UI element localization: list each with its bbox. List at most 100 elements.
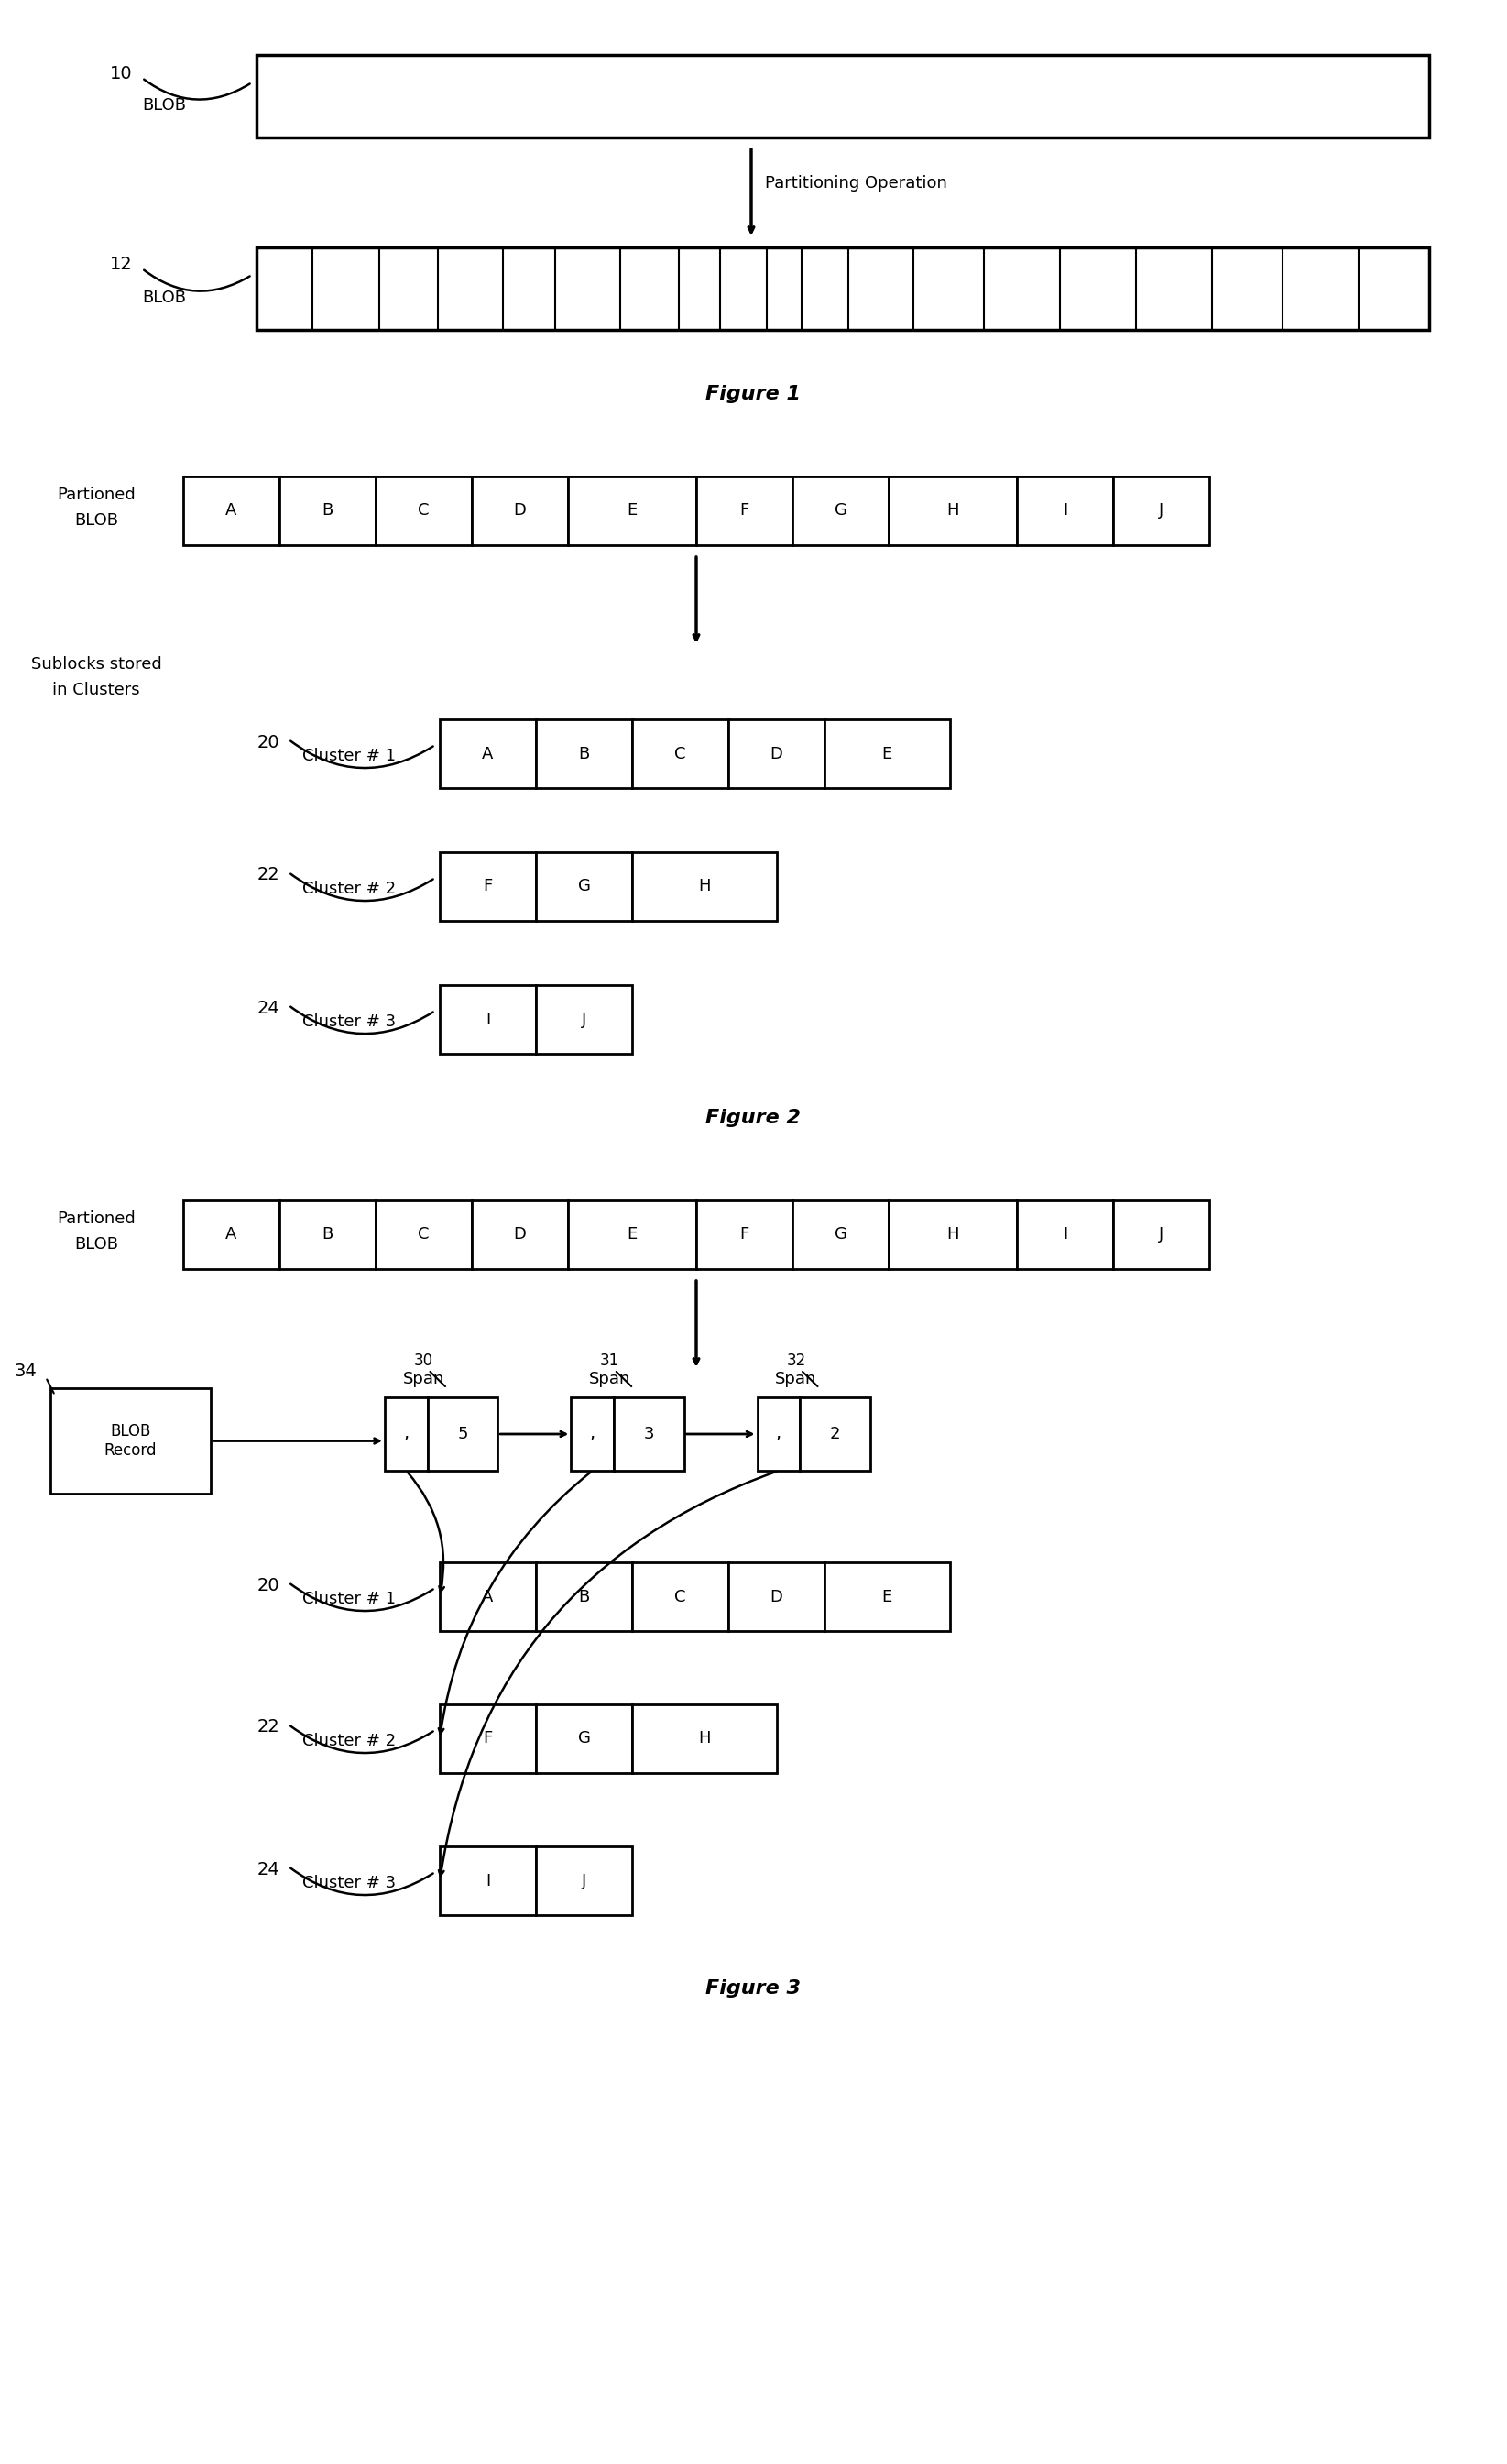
Bar: [536, 719, 631, 788]
Text: Sublocks stored: Sublocks stored: [30, 655, 161, 673]
Text: A: A: [482, 1589, 493, 1604]
Text: H: H: [946, 503, 958, 520]
Text: in Clusters: in Clusters: [53, 683, 140, 697]
Text: 12: 12: [110, 256, 133, 274]
Bar: [889, 476, 1017, 545]
Text: I: I: [1062, 503, 1067, 520]
Bar: [613, 1397, 684, 1471]
Bar: [1017, 1200, 1114, 1269]
Text: J: J: [1159, 503, 1163, 520]
Text: F: F: [484, 1730, 493, 1747]
Text: 20: 20: [256, 1577, 279, 1594]
Text: 24: 24: [256, 1860, 279, 1878]
Bar: [728, 1562, 824, 1631]
Text: Cluster # 2: Cluster # 2: [303, 1732, 396, 1749]
Text: 34: 34: [14, 1363, 36, 1380]
Bar: [568, 476, 696, 545]
Bar: [375, 1200, 472, 1269]
Text: BLOB: BLOB: [142, 291, 185, 306]
Text: Figure 3: Figure 3: [705, 1979, 802, 1998]
Text: 22: 22: [256, 867, 279, 885]
Bar: [1114, 476, 1209, 545]
Text: C: C: [417, 503, 429, 520]
Bar: [536, 1846, 631, 1915]
Bar: [696, 476, 793, 545]
Text: Cluster # 1: Cluster # 1: [303, 747, 396, 764]
Text: 5: 5: [457, 1427, 467, 1441]
Text: G: G: [577, 1730, 591, 1747]
Text: C: C: [675, 1589, 686, 1604]
Text: 2: 2: [830, 1427, 841, 1441]
Text: D: D: [514, 1227, 526, 1242]
Text: Partioned: Partioned: [57, 1210, 136, 1227]
Text: J: J: [1159, 1227, 1163, 1242]
Text: A: A: [482, 747, 493, 761]
Bar: [536, 1705, 631, 1774]
Text: 22: 22: [256, 1717, 279, 1737]
Text: B: B: [322, 1227, 333, 1242]
Bar: [184, 1200, 279, 1269]
Text: G: G: [577, 877, 591, 894]
Bar: [793, 1200, 889, 1269]
Text: I: I: [1062, 1227, 1067, 1242]
Text: ,: ,: [404, 1424, 408, 1444]
Text: H: H: [698, 877, 710, 894]
Bar: [800, 1397, 870, 1471]
Bar: [571, 1397, 613, 1471]
Bar: [440, 1705, 536, 1774]
Bar: [428, 1397, 497, 1471]
Text: D: D: [514, 503, 526, 520]
Text: F: F: [740, 503, 749, 520]
Bar: [824, 1562, 949, 1631]
Text: B: B: [579, 747, 589, 761]
Text: BLOB: BLOB: [74, 513, 118, 530]
Text: A: A: [226, 503, 237, 520]
Text: G: G: [835, 503, 847, 520]
Text: E: E: [627, 503, 637, 520]
Text: BLOB: BLOB: [74, 1237, 118, 1252]
Text: 32: 32: [787, 1353, 806, 1370]
Bar: [256, 246, 1429, 330]
Text: ,: ,: [589, 1424, 595, 1444]
Text: 31: 31: [600, 1353, 619, 1370]
Text: C: C: [675, 747, 686, 761]
Text: G: G: [835, 1227, 847, 1242]
Bar: [184, 476, 279, 545]
Text: F: F: [484, 877, 493, 894]
Bar: [696, 1200, 793, 1269]
Text: E: E: [627, 1227, 637, 1242]
Bar: [375, 476, 472, 545]
Bar: [757, 1397, 800, 1471]
Text: E: E: [882, 747, 892, 761]
Bar: [536, 986, 631, 1055]
Text: B: B: [322, 503, 333, 520]
Bar: [728, 719, 824, 788]
Text: D: D: [770, 747, 782, 761]
Text: I: I: [485, 1010, 490, 1027]
Text: BLOB: BLOB: [142, 96, 185, 113]
Bar: [1017, 476, 1114, 545]
Text: 30: 30: [414, 1353, 434, 1370]
Text: E: E: [882, 1589, 892, 1604]
Text: BLOB
Record: BLOB Record: [104, 1424, 157, 1459]
Text: Cluster # 1: Cluster # 1: [303, 1592, 396, 1607]
Text: 24: 24: [256, 1000, 279, 1018]
Text: B: B: [579, 1589, 589, 1604]
Text: Cluster # 3: Cluster # 3: [303, 1013, 396, 1030]
Bar: [440, 719, 536, 788]
Bar: [279, 476, 375, 545]
Text: F: F: [740, 1227, 749, 1242]
Text: A: A: [226, 1227, 237, 1242]
Text: ,: ,: [776, 1424, 782, 1444]
Text: Figure 1: Figure 1: [705, 384, 802, 404]
Text: J: J: [582, 1873, 586, 1890]
Bar: [889, 1200, 1017, 1269]
Bar: [384, 1397, 428, 1471]
Bar: [536, 853, 631, 922]
Text: C: C: [417, 1227, 429, 1242]
Text: Figure 2: Figure 2: [705, 1109, 802, 1126]
Text: Span: Span: [775, 1370, 817, 1387]
Bar: [256, 54, 1429, 138]
Text: 20: 20: [256, 734, 279, 752]
Bar: [440, 1846, 536, 1915]
